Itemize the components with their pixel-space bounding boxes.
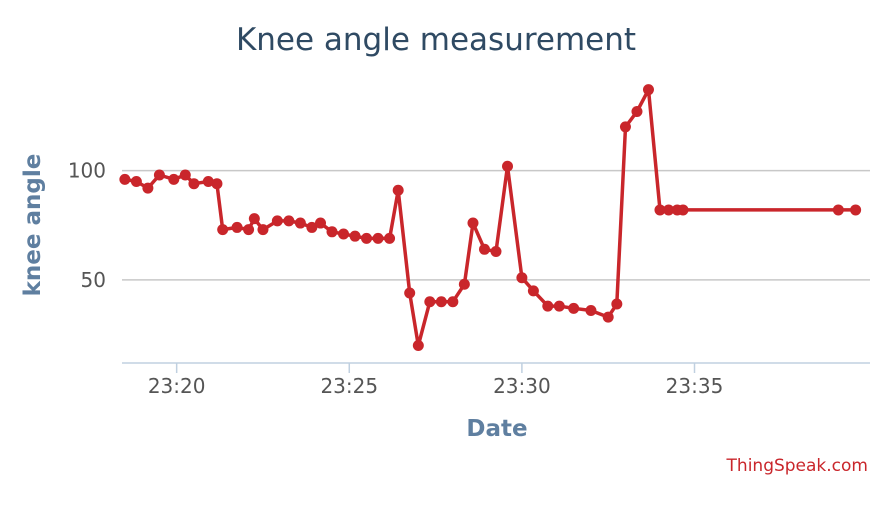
data-point[interactable] xyxy=(315,217,327,229)
credit-link[interactable]: ThingSpeak.com xyxy=(726,456,868,476)
data-point[interactable] xyxy=(619,121,631,133)
data-point[interactable] xyxy=(404,287,416,299)
data-point[interactable] xyxy=(435,296,447,308)
data-point[interactable] xyxy=(306,221,318,233)
data-point[interactable] xyxy=(142,182,154,194)
data-point[interactable] xyxy=(257,224,269,236)
gridlines xyxy=(122,169,870,281)
y-axis-ticks: 50 100 xyxy=(68,159,106,292)
data-point[interactable] xyxy=(478,243,490,255)
y-axis-title: knee angle xyxy=(20,154,46,297)
data-point[interactable] xyxy=(490,245,502,257)
data-point[interactable] xyxy=(392,184,404,196)
data-point[interactable] xyxy=(467,217,479,229)
x-axis-ticks: 23:20 23:25 23:30 23:35 xyxy=(148,363,723,398)
data-point[interactable] xyxy=(654,204,666,216)
data-point[interactable] xyxy=(211,178,223,190)
y-tick-label: 50 xyxy=(81,268,106,292)
data-point[interactable] xyxy=(271,215,283,227)
data-point[interactable] xyxy=(542,300,554,312)
data-point[interactable] xyxy=(153,169,165,181)
y-tick-label: 100 xyxy=(68,159,106,183)
data-point[interactable] xyxy=(502,160,514,172)
data-point[interactable] xyxy=(458,278,470,290)
data-point[interactable] xyxy=(168,173,180,185)
data-point[interactable] xyxy=(412,340,424,352)
data-point[interactable] xyxy=(585,305,597,317)
data-point[interactable] xyxy=(202,176,214,188)
data-point[interactable] xyxy=(384,232,396,244)
data-point[interactable] xyxy=(349,230,361,242)
data-point[interactable] xyxy=(338,228,350,240)
data-point[interactable] xyxy=(553,300,565,312)
data-point[interactable] xyxy=(130,176,142,188)
data-point[interactable] xyxy=(850,204,862,216)
data-point[interactable] xyxy=(243,224,255,236)
series-points xyxy=(119,84,862,352)
x-tick-label: 23:35 xyxy=(666,374,724,398)
data-point[interactable] xyxy=(326,226,338,238)
data-point[interactable] xyxy=(294,217,306,229)
data-point[interactable] xyxy=(447,296,459,308)
data-point[interactable] xyxy=(119,173,131,185)
data-point[interactable] xyxy=(424,296,436,308)
chart-title: Knee angle measurement xyxy=(236,22,636,58)
data-point[interactable] xyxy=(179,169,191,181)
data-point[interactable] xyxy=(568,302,580,314)
data-point[interactable] xyxy=(361,232,373,244)
data-point[interactable] xyxy=(631,106,643,118)
data-point[interactable] xyxy=(611,298,623,310)
data-point[interactable] xyxy=(642,84,654,96)
data-point[interactable] xyxy=(283,215,295,227)
data-point[interactable] xyxy=(677,204,689,216)
series-line xyxy=(124,87,856,348)
data-point[interactable] xyxy=(516,272,528,284)
data-point[interactable] xyxy=(217,224,229,236)
data-point[interactable] xyxy=(231,221,243,233)
data-point[interactable] xyxy=(663,204,675,216)
data-point[interactable] xyxy=(248,213,260,225)
data-point[interactable] xyxy=(372,232,384,244)
x-tick-label: 23:30 xyxy=(493,374,551,398)
x-axis-title: Date xyxy=(466,416,527,442)
x-tick-label: 23:20 xyxy=(148,374,206,398)
data-point[interactable] xyxy=(527,285,539,297)
x-tick-label: 23:25 xyxy=(320,374,378,398)
data-point[interactable] xyxy=(602,311,614,323)
data-point[interactable] xyxy=(188,178,200,190)
data-point[interactable] xyxy=(832,204,844,216)
